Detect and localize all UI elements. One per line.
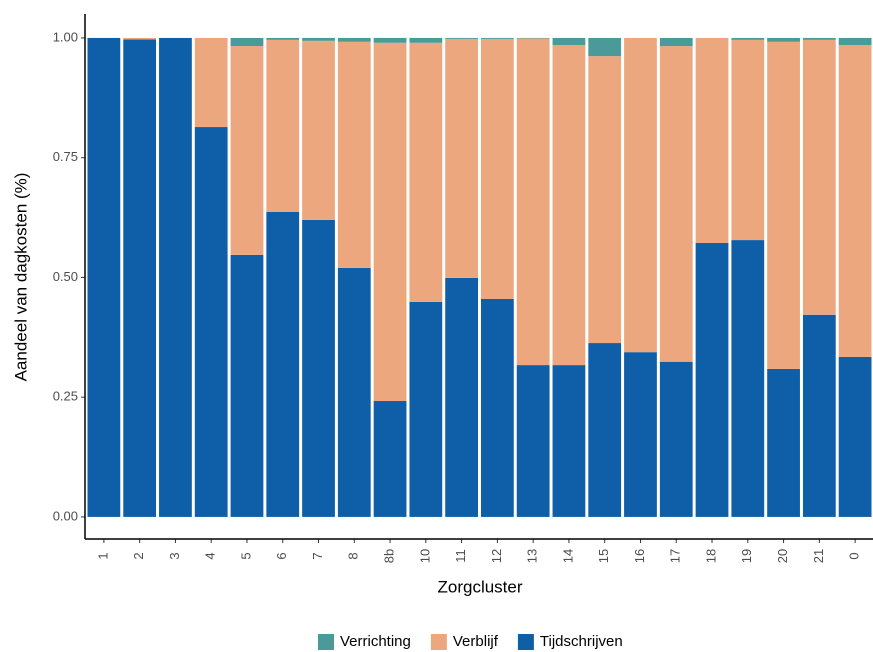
bar-segment [373,401,407,517]
bar-segment [481,298,514,517]
bar-segment [624,37,657,353]
bar-segment [802,37,836,40]
bar-segment [516,365,550,517]
bar-segment [767,37,800,42]
bar-segment [266,211,300,517]
bar-segment [87,37,121,517]
x-tick-label: 17 [668,549,683,563]
x-tick-label: 20 [775,549,790,563]
bar-segment [588,37,622,57]
bar-segment [838,356,872,517]
bar-segment [230,46,264,255]
bar-segment [409,42,443,302]
bar-segment [194,37,228,128]
bar-segment [659,46,693,362]
bar-segment [481,38,514,299]
bar-segment [409,37,443,43]
x-tick-label: 19 [739,549,754,563]
bar-segment [516,38,550,366]
bar-segment [838,37,872,46]
bar-segment [373,42,407,402]
x-tick-label: 4 [203,552,218,559]
bar-segment [302,37,335,41]
bar-segment [409,301,443,517]
bar-segment [337,41,371,268]
bar-segment [588,56,622,344]
y-tick-label: 1.00 [53,29,78,44]
x-axis-title: Zorgcluster [437,577,522,596]
x-tick-label: 3 [167,552,182,559]
x-tick-label: 8b [382,549,397,563]
x-tick-label: 18 [703,549,718,563]
bar-segment [588,343,622,517]
x-tick-label: 15 [596,549,611,563]
legend-label: Tijdschrijven [540,633,623,650]
bar-segment [123,37,157,40]
bar-segment [552,37,586,46]
bar-segment [445,37,478,39]
y-tick-label: 0.50 [53,269,78,284]
bar-segment [767,41,800,369]
bar-segment [373,37,407,43]
y-tick-label: 0.00 [53,508,78,523]
bar-segment [731,240,765,517]
bar-segment [123,39,157,517]
bar-segment [552,365,586,517]
legend-label: Verblijf [453,633,499,650]
x-tick-label: 21 [811,549,826,563]
bar-segment [445,38,478,278]
x-tick-label: 13 [525,549,540,563]
bar-segment [767,368,800,517]
bar-segment [445,277,478,517]
x-tick-label: 0 [847,552,862,559]
x-tick-label: 12 [489,549,504,563]
y-tick-label: 0.75 [53,149,78,164]
bar-segment [230,254,264,517]
bar-segment [302,219,335,517]
y-tick-label: 0.25 [53,389,78,404]
bar-segment [266,39,300,212]
legend-label: Verrichting [340,633,411,650]
bar-segment [802,39,836,315]
x-tick-label: 5 [238,552,253,559]
legend-swatch [517,634,534,650]
bar-segment [695,37,729,243]
x-tick-label: 11 [453,549,468,563]
bar-segment [659,361,693,517]
bar-segment [337,267,371,517]
x-tick-label: 7 [310,552,325,559]
bar-segment [695,242,729,517]
x-tick-label: 16 [632,549,647,563]
bar-segment [659,37,693,47]
bar-segment [731,37,765,40]
x-tick-label: 6 [274,552,289,559]
bar-segment [802,314,836,517]
bar-segment [552,45,586,366]
x-tick-label: 8 [346,552,361,559]
bar-segment [731,39,765,241]
x-tick-label: 14 [560,549,575,563]
bar-segment [337,37,371,42]
x-tick-label: 2 [131,552,146,559]
x-tick-label: 1 [95,552,110,559]
bar-segment [194,127,228,517]
bar-segment [302,40,335,220]
x-tick-label: 10 [417,549,432,563]
bar-segment [838,45,872,357]
bar-segment [624,352,657,517]
y-axis-title: Aandeel van dagkosten (%) [11,173,30,382]
bar-segment [266,37,300,40]
legend-swatch [430,634,447,650]
legend-swatch [318,634,334,650]
bar-segment [230,37,264,47]
bar-segment [481,37,514,39]
bar-segment [159,37,192,517]
